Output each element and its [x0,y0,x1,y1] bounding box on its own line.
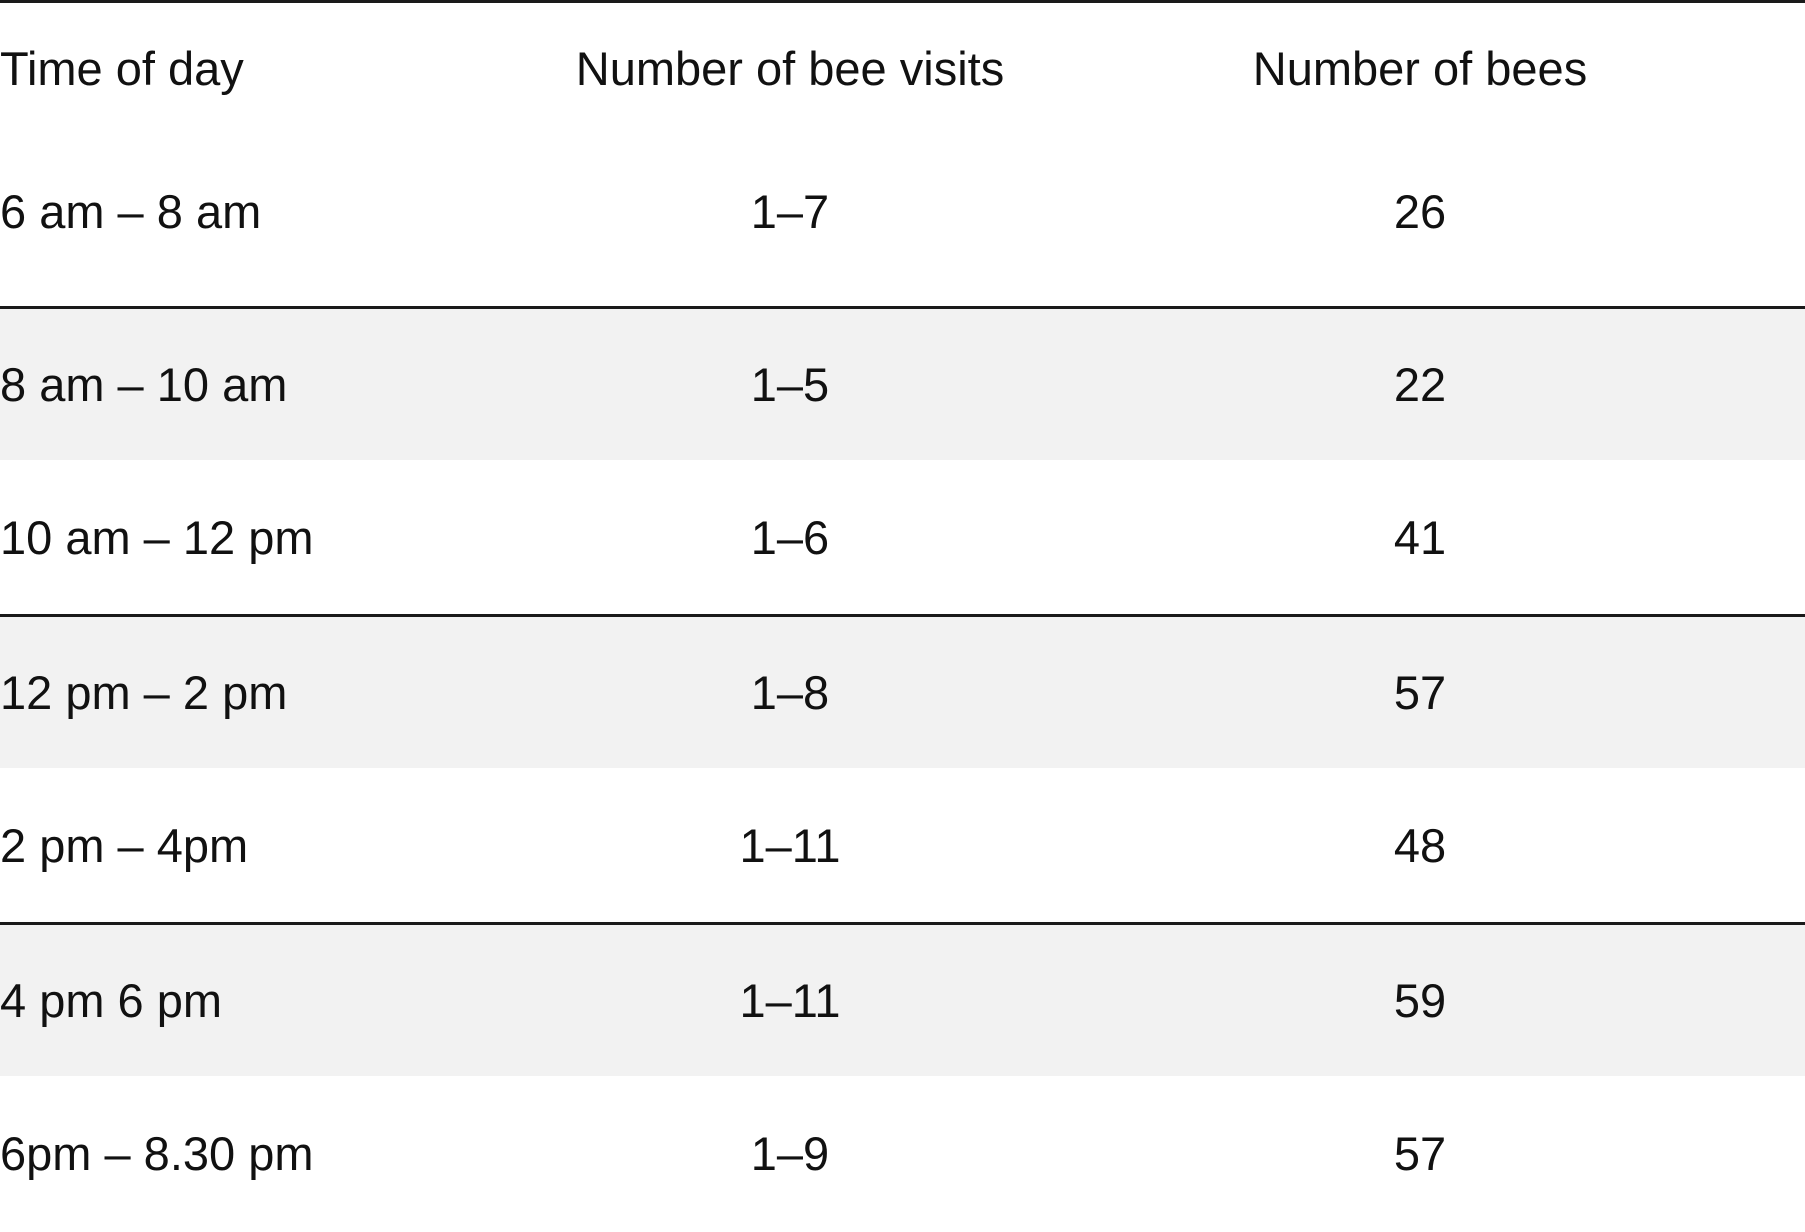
cell-bees: 26 [1393,184,1447,238]
column-header-visits: Number of bee visits [575,42,1005,95]
table-row: 6pm – 8.30 pm 1–9 57 [0,1076,1805,1230]
cell-visits: 1–7 [750,184,830,238]
cell-visits: 1–11 [739,818,841,872]
table-row: 4 pm 6 pm 1–11 59 [0,922,1805,1076]
cell-visits: 1–5 [750,358,830,411]
cell-visits: 1–9 [750,1126,830,1180]
cell-bees: 22 [1393,358,1447,411]
table-row: 2 pm – 4pm 1–11 48 [0,768,1805,922]
table-row: 12 pm – 2 pm 1–8 57 [0,614,1805,768]
table-header-row: Time of day Number of bee visits Number … [0,3,1805,134]
cell-time: 6pm – 8.30 pm [0,1126,314,1180]
cell-time: 2 pm – 4pm [0,818,249,872]
table-top-rule [0,0,1805,3]
cell-visits: 1–11 [739,974,841,1027]
cell-visits: 1–8 [750,666,830,719]
cell-bees: 57 [1393,666,1447,719]
cell-time: 12 pm – 2 pm [0,666,288,719]
cell-time: 6 am – 8 am [0,184,262,238]
table-row: 6 am – 8 am 1–7 26 [0,134,1805,288]
cell-bees: 57 [1393,1126,1447,1180]
table-row: 8 am – 10 am 1–5 22 [0,306,1805,460]
cell-time: 4 pm 6 pm [0,974,223,1027]
cell-time: 10 am – 12 pm [0,510,314,564]
cell-bees: 59 [1393,974,1447,1027]
cell-time: 8 am – 10 am [0,358,288,411]
cell-visits: 1–6 [750,510,830,564]
table-row: 10 am – 12 pm 1–6 41 [0,460,1805,614]
column-header-bees: Number of bees [1252,42,1588,95]
column-header-time: Time of day [0,42,244,95]
cell-bees: 41 [1393,510,1447,564]
cell-bees: 48 [1393,818,1447,872]
